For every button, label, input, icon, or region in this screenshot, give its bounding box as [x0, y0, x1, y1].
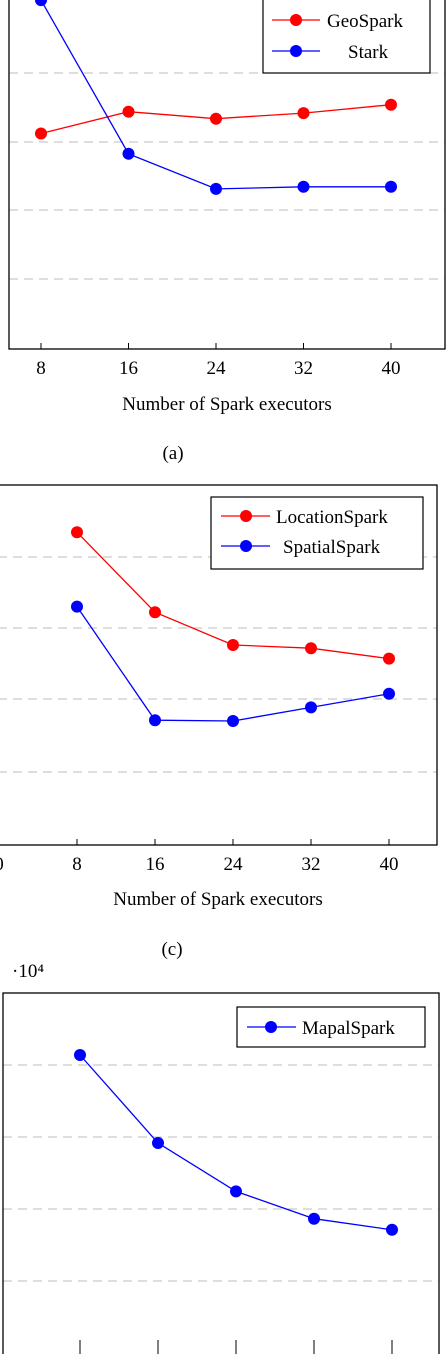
chart-a-gridlines	[9, 72, 445, 280]
chart-e-scale-label: ·10⁴	[12, 961, 44, 982]
series-point-stark-1	[122, 147, 135, 160]
series-point-geospark-3	[297, 107, 310, 120]
legend-spatialspark-marker	[240, 540, 252, 552]
chart-a-x-tick-label-1: 16	[119, 358, 138, 379]
chart-c-legend: LocationSpark SpatialSpark	[210, 496, 424, 570]
chart-a-legend-box	[262, 0, 431, 74]
chart-e-x-ticks	[79, 1340, 393, 1354]
chart-c-x-tick-label-3: 24	[224, 854, 244, 875]
legend-stark-marker	[290, 45, 302, 57]
chart-a-legend: GeoSpark Stark	[262, 0, 431, 74]
chart-a-x-axis-label: Number of Spark executors	[122, 394, 331, 415]
chart-a-caption: (a)	[162, 443, 183, 464]
legend-locationspark-label: LocationSpark	[276, 507, 388, 528]
chart-a-x-tick-label-4: 40	[382, 358, 401, 379]
chart-c-x-tick-label-4: 32	[302, 854, 321, 875]
series-line-mapalspark	[79, 1054, 393, 1231]
chart-c-x-ticks: 0 8 16 24 32 40	[0, 839, 399, 875]
legend-mapalspark-label: MapalSpark	[302, 1018, 395, 1039]
series-point-geospark-2	[210, 112, 222, 125]
series-point-spatialspark-1	[149, 714, 161, 727]
legend-stark-label: Stark	[348, 42, 389, 63]
chart-c-x-axis-label: Number of Spark executors	[113, 889, 322, 910]
series-point-stark-2	[210, 182, 222, 195]
chart-c-gridlines	[0, 556, 437, 773]
chart-e-plot-frame	[2, 992, 440, 1354]
series-point-locationspark-3	[305, 642, 317, 655]
chart-c-x-tick-label-5: 40	[380, 854, 399, 875]
chart-a-series	[35, 0, 397, 195]
series-point-locationspark-4	[383, 652, 395, 665]
chart-a-plot-frame	[8, 0, 446, 350]
series-point-spatialspark-2	[227, 715, 239, 727]
series-point-mapalspark-4	[386, 1223, 398, 1236]
series-point-stark-3	[297, 180, 310, 193]
series-point-locationspark-1	[149, 606, 161, 619]
series-point-geospark-4	[385, 98, 397, 111]
chart-e: ·10⁴ MapalSpark	[2, 961, 440, 1354]
chart-a-x-tick-label-2: 24	[207, 358, 227, 379]
series-point-spatialspark-3	[305, 701, 317, 714]
series-line-spatialspark	[76, 606, 390, 722]
series-point-mapalspark-1	[152, 1137, 164, 1149]
chart-a-x-tick-label-3: 32	[294, 358, 313, 379]
chart-c-x-tick-label-1: 8	[72, 854, 82, 875]
series-point-spatialspark-0	[71, 600, 83, 613]
chart-c: 0 8 16 24 32 40 Number of Spark executors (c)…	[0, 484, 438, 960]
series-point-locationspark-2	[227, 639, 239, 651]
chart-e-legend: MapalSpark	[236, 1006, 426, 1048]
series-point-geospark-1	[122, 105, 135, 118]
chart-a-x-tick-label-0: 8	[36, 358, 46, 379]
chart-c-x-tick-label-2: 16	[146, 854, 165, 875]
series-point-geospark-0	[35, 127, 47, 140]
series-point-locationspark-0	[71, 526, 83, 539]
chart-c-series	[71, 526, 395, 727]
series-point-mapalspark-3	[308, 1212, 320, 1225]
chart-c-legend-box	[210, 496, 424, 570]
legend-mapalspark-marker	[265, 1021, 277, 1033]
series-point-mapalspark-0	[74, 1049, 86, 1061]
legend-spatialspark-label: SpatialSpark	[283, 537, 381, 558]
chart-e-series	[74, 1049, 398, 1236]
chart-c-caption: (c)	[161, 939, 182, 960]
legend-locationspark-marker	[240, 510, 252, 522]
series-point-stark-0	[35, 0, 47, 7]
chart-c-x-tick-label-0: 0	[0, 854, 4, 875]
series-point-spatialspark-4	[383, 687, 395, 700]
chart-a-x-ticks: 8 16 24 32 40	[36, 343, 401, 379]
series-point-stark-4	[385, 180, 397, 193]
chart-e-gridlines	[3, 1064, 439, 1282]
series-point-mapalspark-2	[230, 1185, 242, 1198]
legend-geospark-label: GeoSpark	[327, 11, 403, 32]
legend-geospark-marker	[290, 14, 302, 26]
chart-c-plot-frame	[0, 484, 438, 846]
chart-a: 8 16 24 32 40 Number of Spark executors (a) …	[8, 0, 446, 464]
